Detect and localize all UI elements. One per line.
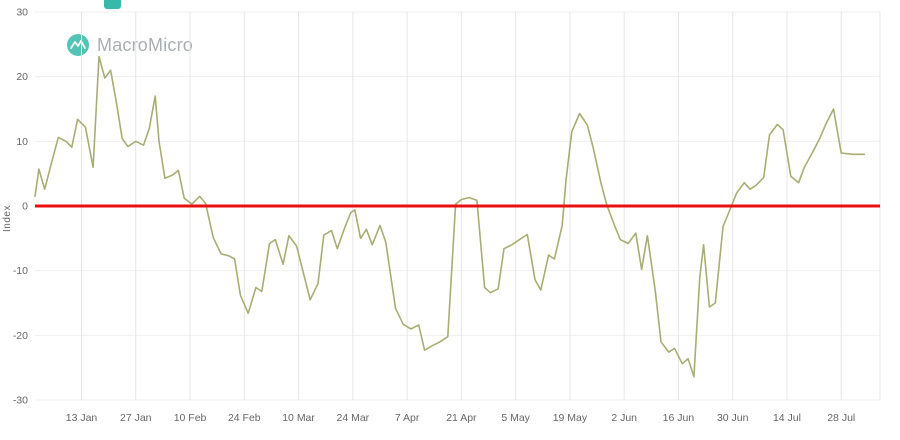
- macromicro-logo-icon: [66, 33, 90, 57]
- macromicro-logo-text: MacroMicro: [97, 34, 194, 55]
- x-tick-label: 27 Jan: [120, 412, 152, 424]
- y-tick-label: -30: [13, 395, 28, 407]
- x-tick-label: 21 Apr: [446, 412, 477, 424]
- x-tick-label: 28 Jul: [827, 412, 855, 424]
- x-tick-label: 7 Apr: [395, 412, 420, 424]
- x-tick-label: 19 May: [553, 412, 588, 424]
- y-tick-label: 30: [16, 7, 28, 19]
- cropped-ui-fragment: [104, 0, 121, 9]
- x-tick-label: 16 Jun: [663, 412, 695, 424]
- y-tick-label: 10: [16, 136, 28, 148]
- series-line[interactable]: [34, 55, 866, 378]
- y-tick-label: 0: [22, 201, 28, 213]
- x-tick-label: 13 Jan: [66, 412, 98, 424]
- y-tick-label: -20: [13, 330, 28, 342]
- y-tick-label: 20: [16, 71, 28, 83]
- x-tick-label: 24 Feb: [228, 412, 261, 424]
- y-tick-label: -10: [13, 265, 28, 277]
- x-tick-label: 14 Jul: [773, 412, 801, 424]
- x-tick-label: 30 Jun: [717, 412, 749, 424]
- macromicro-logo: MacroMicro: [66, 33, 193, 57]
- x-tick-label: 24 Mar: [337, 412, 370, 424]
- x-tick-label: 2 Jun: [611, 412, 637, 424]
- x-tick-label: 10 Feb: [174, 412, 207, 424]
- x-tick-label: 10 Mar: [282, 412, 315, 424]
- x-tick-label: 5 May: [501, 412, 530, 424]
